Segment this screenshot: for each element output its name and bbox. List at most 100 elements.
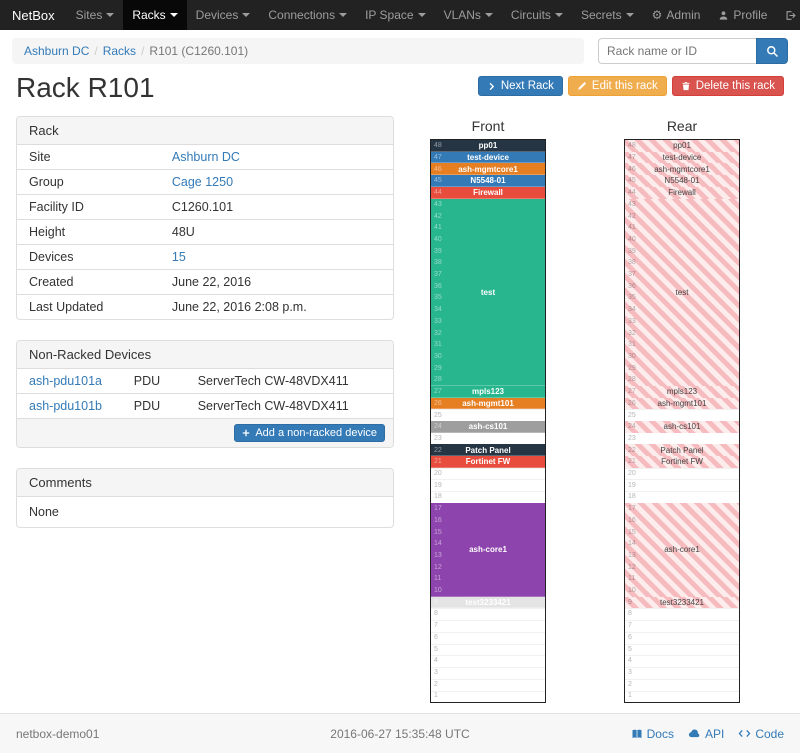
rack-device-fortinet-fw[interactable]: Fortinet FW <box>625 456 739 468</box>
chevron-down-icon <box>554 13 563 17</box>
rack-device-test[interactable]: test <box>431 198 545 386</box>
nav-item-profile[interactable]: Profile <box>709 0 776 30</box>
non-racked-footer: Add a non-racked device <box>17 418 393 447</box>
device-label: ash-mgmt101 <box>462 398 514 408</box>
next-rack-button[interactable]: Next Rack <box>477 76 563 96</box>
rack-device-patch-panel[interactable]: Patch Panel <box>431 444 545 457</box>
add-non-racked-button[interactable]: Add a non-racked device <box>234 424 385 442</box>
attr-row-group: Group Cage 1250 <box>17 169 393 194</box>
nav-item-ip-space[interactable]: IP Space <box>356 0 434 30</box>
device-type-cell: PDU <box>133 399 161 413</box>
rack-device-n5548-01[interactable]: N5548-01 <box>625 175 739 187</box>
nav-item-label: IP Space <box>365 8 414 22</box>
nav-item-circuits[interactable]: Circuits <box>502 0 572 30</box>
nav-item-admin[interactable]: ⚙ Admin <box>643 0 710 30</box>
rack-device-ash-mgmtcore1[interactable]: ash-mgmtcore1 <box>625 163 739 176</box>
book-icon <box>631 728 643 740</box>
attr-row-facility-id: Facility ID C1260.101 <box>17 194 393 219</box>
rack-unit <box>431 469 545 481</box>
attr-row-created: Created June 22, 2016 <box>17 269 393 294</box>
brand[interactable]: NetBox <box>12 7 55 23</box>
rack-unit <box>625 457 739 469</box>
navbar-right: ⚙Admin Profile Log out <box>643 0 800 30</box>
nav-item-log-out[interactable]: Log out <box>776 0 800 30</box>
rack-unit <box>625 680 739 692</box>
rack-unit <box>431 598 545 610</box>
nav-item-secrets[interactable]: Secrets <box>572 0 643 30</box>
delete-rack-button[interactable]: Delete this rack <box>671 76 784 96</box>
rack-device-patch-panel[interactable]: Patch Panel <box>625 444 739 457</box>
device-label: Patch Panel <box>465 445 511 455</box>
attr-value-link[interactable]: 15 <box>171 250 186 264</box>
rack-device-test-device[interactable]: test-device <box>625 151 739 164</box>
attr-value-link[interactable]: Ashburn DC <box>171 150 240 164</box>
attr-value-link[interactable]: Cage 1250 <box>171 175 234 189</box>
navbar-menu: Sites Racks Devices Connections IP Space VLAN… <box>67 0 643 30</box>
breadcrumb: Ashburn DC / Racks / R101 (C1260.101) <box>12 38 584 64</box>
nav-item-label: Racks <box>132 8 166 22</box>
breadcrumb-item-ashburn-dc[interactable]: Ashburn DC <box>24 44 90 58</box>
attr-value: 15 <box>160 245 393 269</box>
rack-device-mpls123[interactable]: mpls123 <box>625 385 739 398</box>
device-label: Fortinet FW <box>661 457 703 467</box>
breadcrumb-item-racks[interactable]: Racks <box>102 44 137 58</box>
rack-device-ash-mgmtcore1[interactable]: ash-mgmtcore1 <box>431 163 545 176</box>
rack-device-pp01[interactable]: pp01 <box>625 140 739 152</box>
device-label: pp01 <box>478 141 498 151</box>
attr-row-devices: Devices 15 <box>17 244 393 269</box>
rack-unit <box>625 469 739 481</box>
plus-icon <box>242 429 250 437</box>
rack-unit <box>625 609 739 622</box>
attr-label: Group <box>29 175 64 189</box>
device-label: ash-mgmtcore1 <box>654 164 710 174</box>
footer-link-label: Docs <box>646 726 674 741</box>
rack-unit <box>625 598 739 610</box>
footer-link-api[interactable]: API <box>688 727 724 741</box>
rack-device-ash-mgmt101[interactable]: ash-mgmt101 <box>431 397 545 410</box>
delete-rack-label: Delete this rack <box>695 80 775 92</box>
rack-device-test-device[interactable]: test-device <box>431 151 545 164</box>
rack-device-fortinet-fw[interactable]: Fortinet FW <box>431 456 545 468</box>
rack-device-ash-cs101[interactable]: ash-cs101 <box>431 421 545 433</box>
rack-device-pp01[interactable]: pp01 <box>431 140 545 152</box>
rack-device-test3233421[interactable]: test3233421 <box>625 596 739 609</box>
nav-item-racks[interactable]: Racks <box>123 0 187 30</box>
nav-item-connections[interactable]: Connections <box>259 0 356 30</box>
nav-item-sites[interactable]: Sites <box>67 0 124 30</box>
nav-item-vlans[interactable]: VLANs <box>435 0 502 30</box>
rack-device-ash-core1[interactable]: ash-core1 <box>431 502 545 597</box>
rack-device-ash-mgmt101[interactable]: ash-mgmt101 <box>625 397 739 410</box>
breadcrumb-row: Ashburn DC / Racks / R101 (C1260.101) <box>12 38 788 64</box>
comments-body: None <box>29 505 59 519</box>
device-label: test3233421 <box>659 597 705 607</box>
rack-unit <box>625 398 739 410</box>
non-racked-row: ash-pdu101a PDU ServerTech CW-48VDX411 <box>17 369 393 393</box>
chevron-down-icon <box>417 13 426 17</box>
nav-item-devices[interactable]: Devices <box>187 0 260 30</box>
rack-elevation-front: Front pp01 test-device ash-mgmtcore1 N5548-… <box>430 116 546 703</box>
device-link-ash-pdu101a[interactable]: ash-pdu101a <box>29 374 102 388</box>
rack-info-panel: Rack Site Ashburn DC Group Cage 1250 Facilit… <box>16 116 394 320</box>
rack-device-mpls123[interactable]: mpls123 <box>431 385 545 398</box>
footer-link-code[interactable]: Code <box>738 727 784 741</box>
comments-panel: Comments None <box>16 468 394 528</box>
rack-device-test3233421[interactable]: test3233421 <box>431 596 545 609</box>
device-link-ash-pdu101b[interactable]: ash-pdu101b <box>29 399 102 413</box>
rack-device-ash-core1[interactable]: ash-core1 <box>625 502 739 597</box>
footer-link-docs[interactable]: Docs <box>631 727 674 741</box>
footer: netbox-demo01 2016-06-27 15:35:48 UTC Do… <box>0 713 800 753</box>
nav-item-label: Profile <box>733 8 768 22</box>
rack-device-ash-cs101[interactable]: ash-cs101 <box>625 421 739 433</box>
edit-rack-button[interactable]: Edit this rack <box>567 76 667 96</box>
rack-device-firewall[interactable]: Firewall <box>625 186 739 199</box>
page-title: Rack R101 <box>16 72 155 103</box>
nav-item-label: Secrets <box>580 8 622 22</box>
attr-value: June 22, 2016 <box>171 275 252 289</box>
rack-unit <box>431 668 545 680</box>
rack-device-firewall[interactable]: Firewall <box>431 186 545 199</box>
search-input[interactable] <box>598 38 756 64</box>
rack-device-n5548-01[interactable]: N5548-01 <box>431 175 545 187</box>
rack-device-test[interactable]: test <box>625 198 739 386</box>
nav-item-label: Sites <box>75 8 103 22</box>
search-button[interactable] <box>756 38 788 64</box>
